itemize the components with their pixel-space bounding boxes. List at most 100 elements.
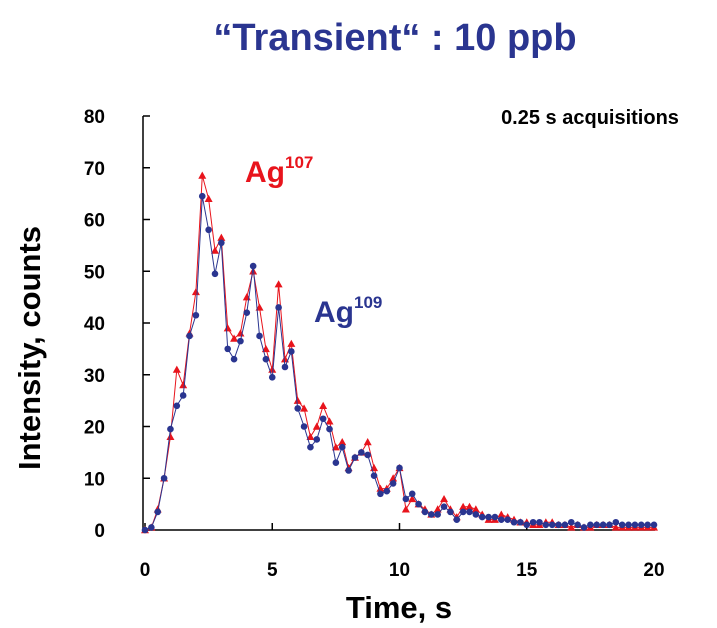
data-point-circle — [224, 345, 232, 353]
data-point-circle — [453, 516, 461, 523]
y-tick-label: 40 — [84, 314, 105, 335]
data-point-circle — [332, 459, 340, 467]
data-point-triangle — [179, 381, 188, 389]
data-point-circle — [148, 524, 155, 531]
data-point-circle — [510, 518, 518, 526]
data-point-circle — [618, 521, 626, 529]
data-point-circle — [504, 516, 511, 523]
data-point-circle — [402, 495, 410, 503]
data-point-circle — [650, 521, 658, 529]
data-point-circle — [580, 524, 588, 531]
series-line — [144, 196, 654, 531]
data-point-circle — [256, 332, 263, 340]
data-point-circle — [421, 508, 429, 516]
y-tick-label: 50 — [84, 262, 105, 283]
data-point-circle — [542, 521, 550, 529]
x-tick-label: 10 — [389, 560, 410, 581]
data-point-circle — [205, 226, 212, 234]
data-point-circle — [631, 521, 639, 529]
data-point-circle — [447, 508, 454, 516]
data-point-triangle — [191, 287, 200, 296]
data-point-circle — [574, 521, 581, 529]
data-point-circle — [141, 526, 149, 534]
data-point-triangle — [236, 329, 245, 337]
data-point-circle — [567, 518, 575, 526]
acquisition-annotation: 0.25 s acquisitions — [501, 107, 679, 129]
data-point-circle — [466, 508, 473, 516]
data-point-circle — [523, 521, 531, 529]
data-point-circle — [198, 192, 206, 200]
y-tick-label: 20 — [84, 418, 105, 439]
data-point-triangle — [401, 505, 410, 513]
data-point-circle — [478, 513, 486, 521]
data-point-circle — [167, 425, 174, 433]
data-point-triangle — [204, 194, 213, 202]
data-point-circle — [517, 518, 524, 526]
data-point-circle — [625, 521, 632, 529]
data-point-circle — [415, 500, 422, 508]
data-point-circle — [262, 355, 270, 363]
y-tick-label: 0 — [94, 521, 105, 542]
x-axis-label: Time, s — [346, 590, 452, 625]
data-point-circle — [288, 348, 295, 355]
data-point-circle — [351, 454, 359, 461]
data-point-circle — [307, 443, 314, 451]
data-point-circle — [428, 511, 435, 518]
x-ticks: 0 5 10 15 20 — [140, 523, 665, 581]
data-point-circle — [319, 415, 327, 423]
data-point-circle — [192, 311, 200, 319]
data-point-triangle — [497, 510, 506, 518]
data-point-circle — [345, 467, 352, 474]
data-point-circle — [593, 521, 601, 529]
data-point-circle — [326, 425, 333, 433]
data-point-circle — [173, 402, 181, 410]
data-point-circle — [612, 518, 620, 526]
data-point-circle — [160, 474, 168, 482]
data-point-triangle — [223, 324, 232, 332]
data-point-circle — [249, 262, 257, 270]
data-point-circle — [211, 270, 219, 278]
series-ag107 — [141, 171, 658, 534]
data-point-triangle — [230, 334, 239, 342]
data-point-circle — [338, 443, 346, 451]
data-point-circle — [637, 521, 645, 529]
y-tick-label: 80 — [84, 107, 105, 128]
data-point-circle — [561, 521, 569, 529]
data-point-circle — [548, 521, 556, 529]
data-point-triangle — [166, 432, 175, 441]
data-point-circle — [383, 487, 391, 495]
data-point-circle — [459, 508, 467, 516]
data-point-circle — [313, 436, 321, 443]
y-tick-label: 60 — [84, 211, 105, 232]
data-point-circle — [408, 490, 416, 498]
x-tick-label: 20 — [643, 560, 664, 581]
data-point-circle — [599, 521, 607, 529]
y-axis-label: Intensity, counts — [12, 226, 47, 470]
data-point-triangle — [408, 494, 417, 503]
x-tick-label: 5 — [267, 560, 278, 581]
y-tick-label: 30 — [84, 366, 105, 387]
data-point-circle — [396, 464, 403, 472]
data-point-triangle — [363, 438, 372, 446]
data-point-circle — [294, 405, 302, 412]
y-tick-label: 10 — [84, 469, 105, 490]
data-point-circle — [491, 513, 499, 521]
chart-title: “Transient“ : 10 ppb — [213, 17, 576, 59]
data-point-circle — [434, 511, 441, 518]
data-point-triangle — [300, 404, 309, 412]
data-point-circle — [498, 516, 505, 523]
data-point-triangle — [465, 502, 474, 510]
data-point-circle — [281, 363, 289, 371]
y-ticks: 0 10 20 30 40 50 60 70 80 — [84, 107, 150, 542]
data-point-triangle — [319, 401, 328, 409]
x-tick-label: 15 — [516, 560, 538, 581]
data-point-circle — [555, 521, 562, 529]
data-point-circle — [587, 521, 594, 529]
data-point-triangle — [198, 171, 207, 179]
x-tick-label: 0 — [140, 560, 151, 581]
data-point-circle — [472, 511, 480, 518]
data-point-circle — [536, 518, 543, 526]
data-point-circle — [243, 309, 251, 316]
data-point-circle — [218, 239, 225, 247]
